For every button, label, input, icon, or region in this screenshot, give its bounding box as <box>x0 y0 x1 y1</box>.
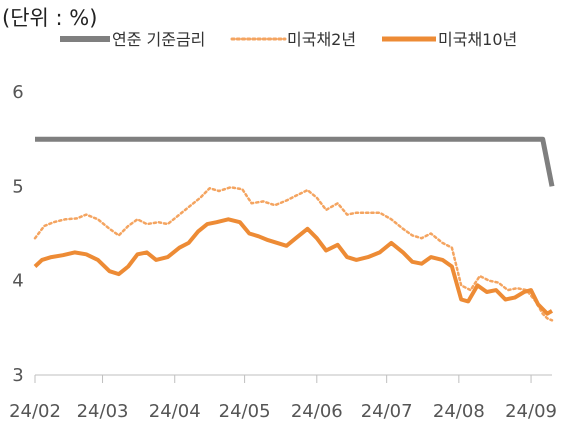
x-tick-label: 24/02 <box>9 401 61 422</box>
x-tick-label: 24/03 <box>77 401 129 422</box>
legend-label-1: 연준 기준금리 <box>112 30 205 49</box>
y-tick-label: 4 <box>12 271 23 292</box>
legend-label-3: 미국채10년 <box>438 30 517 49</box>
x-axis: 24/02 24/03 24/04 24/05 24/06 24/07 24/08 24/09 <box>9 374 557 422</box>
x-tick-label: 24/07 <box>361 401 413 422</box>
legend: 연준 기준금리 미국채2년 미국채10년 <box>60 30 517 49</box>
series-line-3 <box>33 217 554 316</box>
y-tick-label: 6 <box>12 82 23 103</box>
x-tick-label: 24/04 <box>149 401 201 422</box>
x-tick-label: 24/06 <box>291 401 343 422</box>
series-group <box>33 136 555 322</box>
x-tick-label: 24/08 <box>433 401 485 422</box>
unit-label: (단위 : %) <box>2 6 98 30</box>
x-tick-label: 24/05 <box>219 401 271 422</box>
x-tick-label: 24/09 <box>505 401 557 422</box>
y-tick-label: 3 <box>12 365 23 386</box>
y-axis: 6 5 4 3 <box>12 82 23 386</box>
series-line-2 <box>33 186 554 322</box>
legend-label-2: 미국채2년 <box>287 30 356 49</box>
y-tick-label: 5 <box>12 176 23 197</box>
series-line-1 <box>35 136 555 187</box>
